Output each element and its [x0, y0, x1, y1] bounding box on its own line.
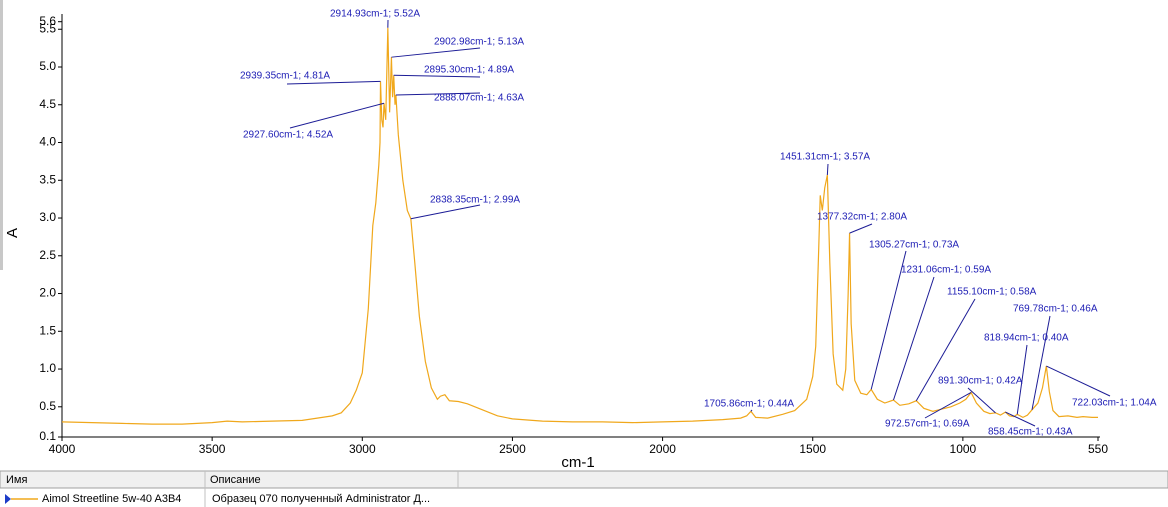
annotation-label: 1155.10cm-1; 0.58A	[947, 287, 1037, 298]
x-tick-label: 3500	[199, 442, 226, 456]
annotation-label: 1231.06cm-1; 0.59A	[901, 265, 991, 276]
y-tick-label: 2.0	[39, 286, 56, 300]
annotation-leader	[915, 298, 976, 402]
y-tick-label: 1.5	[39, 323, 56, 337]
annotation-leader	[1016, 344, 1028, 415]
annotation-label: 2902.98cm-1; 5.13A	[434, 37, 524, 48]
annotation-leader	[391, 47, 481, 58]
annotation-label: 769.78cm-1; 0.46A	[1013, 304, 1098, 315]
annotation-leader	[924, 392, 972, 419]
spectrum-line	[61, 27, 1098, 425]
x-tick-label: 1500	[799, 442, 826, 456]
annotation-label: 2895.30cm-1; 4.89A	[424, 65, 514, 76]
y-axis-label: A	[4, 228, 21, 238]
annotation-leader	[395, 92, 481, 96]
x-tick-label: 2000	[649, 442, 676, 456]
annotation-label: 972.57cm-1; 0.69A	[885, 419, 970, 430]
x-tick-label: 3000	[349, 442, 376, 456]
annotation-label: 2927.60cm-1; 4.52A	[243, 130, 333, 141]
annotation-leader	[870, 250, 907, 390]
y-tick-label: 5.6	[39, 14, 56, 28]
annotation-leader	[1046, 365, 1111, 397]
legend-header-description: Описание	[210, 474, 261, 486]
annotation-leader	[410, 204, 481, 220]
legend-entry[interactable]: Aimol Streetline 5w-40 A3B4	[42, 493, 181, 505]
annotation-label: 1377.32cm-1; 2.80A	[817, 212, 907, 223]
annotation-leader	[1005, 411, 1036, 427]
y-tick-label: 1.0	[39, 361, 56, 375]
side-strip	[0, 0, 3, 270]
y-tick-label: 5.5	[39, 21, 56, 35]
annotation-label: 2838.35cm-1; 2.99A	[430, 195, 520, 206]
y-tick-label: 3.5	[39, 172, 56, 186]
annotation-leader	[750, 409, 753, 412]
legend-header-name: Имя	[6, 474, 27, 486]
annotation-leader	[967, 387, 996, 414]
y-tick-label: 0.5	[39, 399, 56, 413]
x-tick-label: 2500	[499, 442, 526, 456]
annotation-label: 858.45cm-1; 0.43A	[988, 427, 1073, 438]
annotation-leader	[849, 223, 873, 234]
annotation-leader	[1031, 315, 1051, 410]
annotation-label: 891.30cm-1; 0.42A	[938, 376, 1023, 387]
annotation-leader	[393, 74, 481, 78]
annotation-label: 1705.86cm-1; 0.44A	[704, 399, 794, 410]
annotation-label: 2888.07cm-1; 4.63A	[434, 93, 524, 104]
x-tick-label: 4000	[49, 442, 76, 456]
annotation-label: 2939.35cm-1; 4.81A	[240, 71, 330, 82]
annotation-label: 818.94cm-1; 0.40A	[984, 333, 1069, 344]
legend-header	[0, 470, 1168, 489]
annotation-label: 722.03cm-1; 1.04A	[1072, 398, 1157, 409]
y-tick-label: 4.0	[39, 135, 56, 149]
x-axis-label: cm-1	[561, 454, 594, 471]
annotation-label: 1305.27cm-1; 0.73A	[869, 240, 959, 251]
y-tick-label: 2.5	[39, 248, 56, 262]
annotation-leader	[893, 276, 935, 401]
annotation-label: 2914.93cm-1; 5.52A	[330, 9, 420, 20]
annotation-leader	[289, 102, 385, 129]
annotation-leader	[286, 80, 381, 85]
annotation-label: 1451.31cm-1; 3.57A	[780, 152, 870, 163]
legend-description: Образец 070 полученный Administrator Д..…	[212, 493, 430, 505]
y-tick-label: 4.5	[39, 97, 56, 111]
y-tick-label: 5.0	[39, 59, 56, 73]
y-tick-label: 0.1	[39, 429, 56, 443]
annotation-leader	[826, 163, 829, 176]
x-tick-label: 1000	[950, 442, 977, 456]
y-tick-label: 3.0	[39, 210, 56, 224]
row-pointer	[5, 494, 11, 504]
x-tick-label: 550	[1088, 442, 1108, 456]
